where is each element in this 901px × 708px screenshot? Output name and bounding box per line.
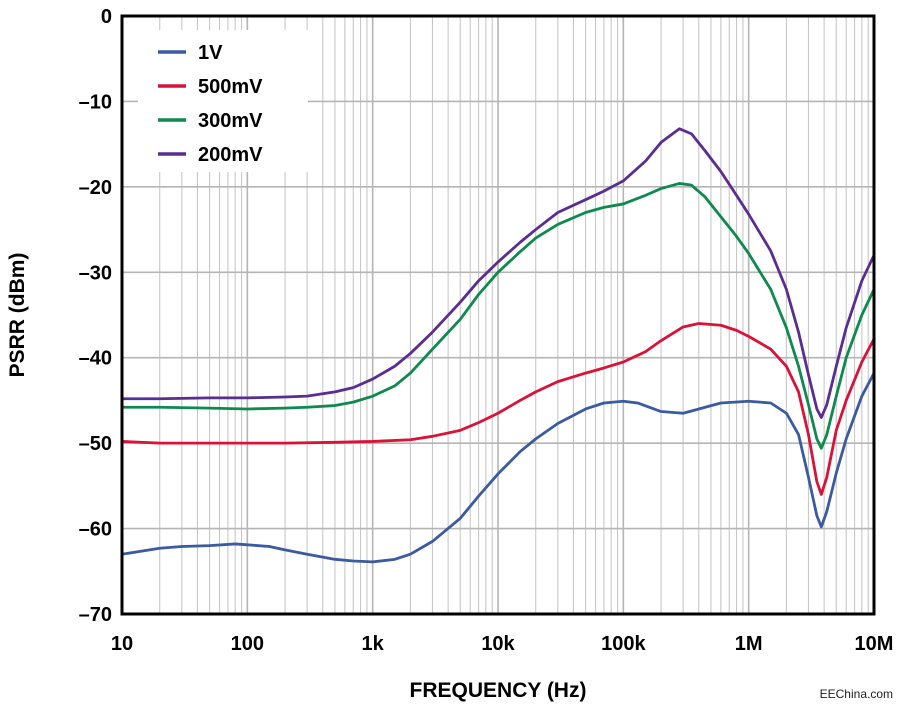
series-lines [120, 127, 876, 564]
y-tick-label: 0 [101, 6, 112, 28]
y-axis-title: PSRR (dBm) [6, 253, 29, 378]
x-tick-label: 1M [735, 633, 763, 655]
x-tick-label: 100 [231, 633, 264, 655]
series-line-300mV [120, 182, 876, 450]
series-line-1V [120, 371, 876, 564]
series-line-200mV [120, 127, 876, 419]
y-tick-label: –10 [79, 91, 112, 113]
x-tick-label: 100k [601, 633, 646, 655]
plot-frame [120, 14, 876, 616]
legend-label-500mV: 500mV [198, 76, 263, 98]
x-tick-labels: 10 100 1k 10k 100k 1M 10M [111, 633, 894, 655]
y-tick-label: –20 [79, 177, 112, 199]
legend-label-1V: 1V [198, 42, 223, 64]
x-tick-label: 10k [481, 633, 515, 655]
x-tick-label: 10 [111, 633, 133, 655]
y-tick-label: –30 [79, 262, 112, 284]
legend-label-300mV: 300mV [198, 110, 263, 132]
x-tick-label: 10M [855, 633, 894, 655]
watermark-text: EEChina.com [820, 687, 893, 701]
legend: 1V 500mV 300mV 200mV [158, 42, 263, 166]
series-line-500mV [120, 322, 876, 496]
y-tick-label: –50 [79, 433, 112, 455]
y-tick-label: –60 [79, 519, 112, 541]
y-tick-labels: 0 –10 –20 –30 –40 –50 –60 –70 [79, 6, 112, 626]
legend-label-200mV: 200mV [198, 144, 263, 166]
x-axis-title: FREQUENCY (Hz) [410, 679, 587, 702]
y-tick-label: –70 [79, 604, 112, 626]
y-tick-label: –40 [79, 348, 112, 370]
x-tick-label: 1k [362, 633, 385, 655]
